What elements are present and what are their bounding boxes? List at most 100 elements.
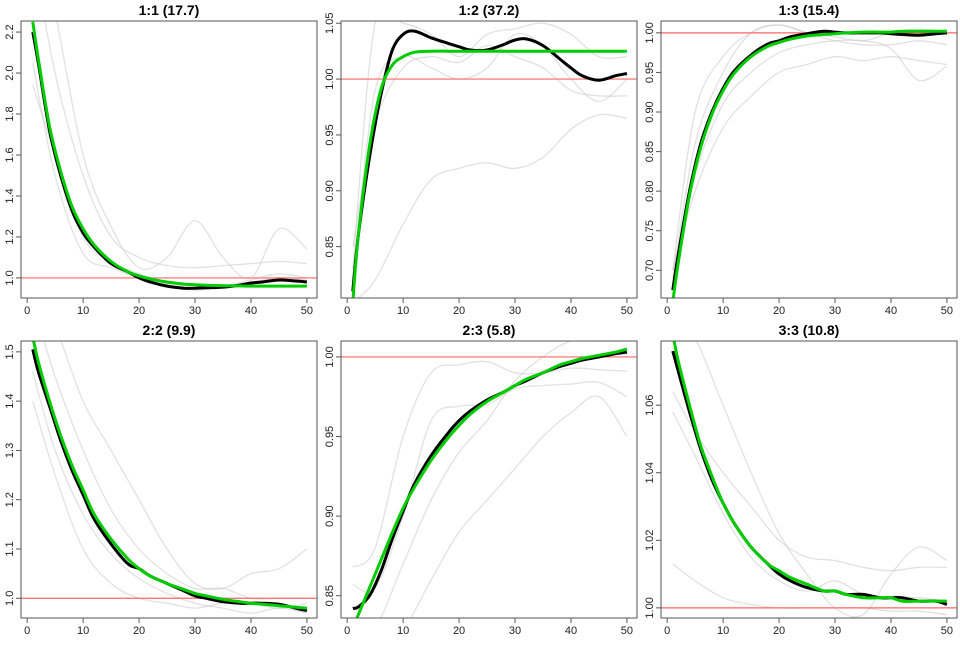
replicate-line-1 bbox=[32, 85, 307, 289]
replicate-line-3 bbox=[352, 32, 628, 281]
mean-line bbox=[671, 29, 947, 291]
x-tick-label: 0 bbox=[664, 305, 670, 317]
x-tick-label: 0 bbox=[344, 305, 350, 317]
panel-title: 1:3 (15.4) bbox=[779, 2, 840, 18]
y-tick-label: 0.85 bbox=[644, 141, 656, 162]
y-tick-label: 2.2 bbox=[4, 24, 16, 39]
x-tick-label: 50 bbox=[941, 305, 953, 317]
panel-title: 1:1 (17.7) bbox=[139, 2, 200, 18]
x-tick-label: 50 bbox=[621, 625, 633, 637]
x-tick-label: 20 bbox=[133, 625, 145, 637]
plot-frame bbox=[20, 20, 318, 299]
x-tick-label: 0 bbox=[664, 625, 670, 637]
panel-title: 3:3 (10.8) bbox=[779, 322, 840, 338]
replicate-line-2 bbox=[672, 411, 947, 602]
fit-line bbox=[355, 347, 628, 618]
x-tick-label: 10 bbox=[397, 625, 409, 637]
replicate-line-4 bbox=[695, 341, 948, 618]
y-tick-label: 1.4 bbox=[4, 188, 16, 203]
y-tick-label: 1.04 bbox=[644, 462, 656, 483]
panel-5: 2:3 (5.8) 0 10 20 30 40 50 0.85 0.90 0.95 1.00 bbox=[324, 322, 638, 637]
panel-6: 3:3 (10.8) 0 10 20 30 40 50 1.00 1.02 1.04 1.06 bbox=[644, 322, 958, 637]
panel-title: 2:3 (5.8) bbox=[463, 322, 516, 338]
replicate-line-1 bbox=[32, 400, 308, 609]
x-tick-label: 10 bbox=[717, 305, 729, 317]
x-tick-label: 40 bbox=[565, 305, 577, 317]
x-tick-label: 0 bbox=[24, 305, 30, 317]
y-tick-label: 0.95 bbox=[644, 62, 656, 83]
x-tick-label: 10 bbox=[717, 625, 729, 637]
fit-line bbox=[672, 341, 947, 603]
plot-frame bbox=[20, 340, 318, 619]
x-tick-label: 50 bbox=[621, 305, 633, 317]
y-tick-label: 1.4 bbox=[4, 393, 16, 408]
x-tick-label: 30 bbox=[829, 625, 841, 637]
y-tick-label: 2.0 bbox=[4, 65, 16, 80]
y-tick-label: 1.5 bbox=[4, 344, 16, 359]
x-tick-label: 30 bbox=[189, 625, 201, 637]
y-tick-label: 0.70 bbox=[644, 260, 656, 281]
x-tick-label: 50 bbox=[301, 305, 313, 317]
y-tick-label: 1.00 bbox=[644, 597, 656, 618]
y-tick-label: 1.8 bbox=[4, 106, 16, 121]
x-tick-label: 40 bbox=[885, 305, 897, 317]
y-tick-label: 1.00 bbox=[324, 68, 336, 89]
y-tick-label: 1.05 bbox=[324, 13, 336, 34]
panel-1: 1:1 (17.7) 0 10 20 30 40 50 1.0 1.2 1.4 1.6 1.8 2.0 2… bbox=[4, 2, 318, 317]
plot-area bbox=[661, 24, 957, 298]
y-tick-label: 0.85 bbox=[324, 585, 336, 606]
y-tick-label: 0.95 bbox=[324, 426, 336, 447]
replicate-line-1 bbox=[352, 44, 627, 247]
x-tick-label: 40 bbox=[885, 625, 897, 637]
plot-area bbox=[341, 21, 637, 298]
x-tick-label: 30 bbox=[509, 305, 521, 317]
panel-title: 2:2 (9.9) bbox=[143, 322, 196, 338]
y-tick-label: 1.0 bbox=[4, 591, 16, 606]
replicate-line-3 bbox=[43, 341, 307, 600]
y-tick-label: 1.0 bbox=[4, 270, 16, 285]
y-tick-label: 1.00 bbox=[644, 22, 656, 43]
panel-3: 1:3 (15.4) 0 10 20 30 40 50 0.70 0.75 0.80 0.85 0.9… bbox=[644, 2, 958, 317]
panel-title: 1:2 (37.2) bbox=[459, 2, 520, 18]
replicate-line-3 bbox=[672, 391, 947, 572]
x-tick-label: 0 bbox=[344, 625, 350, 637]
y-tick-label: 1.00 bbox=[324, 346, 336, 367]
replicate-line-2 bbox=[672, 39, 948, 287]
x-tick-label: 0 bbox=[24, 625, 30, 637]
plot-frame bbox=[660, 20, 958, 299]
x-tick-label: 40 bbox=[245, 305, 257, 317]
replicate-line-2 bbox=[32, 62, 308, 291]
y-tick-label: 1.2 bbox=[4, 229, 16, 244]
replicate-line-4 bbox=[672, 24, 947, 271]
fit-line bbox=[32, 341, 307, 610]
y-tick-label: 1.02 bbox=[644, 530, 656, 551]
x-tick-label: 20 bbox=[453, 305, 465, 317]
x-tick-label: 20 bbox=[453, 625, 465, 637]
plot-frame bbox=[340, 340, 638, 619]
x-tick-label: 30 bbox=[829, 305, 841, 317]
y-tick-label: 1.2 bbox=[4, 492, 16, 507]
replicate-line-1 bbox=[672, 55, 947, 271]
plot-frame bbox=[340, 20, 638, 299]
fit-line bbox=[351, 49, 627, 298]
panel-4: 2:2 (9.9) 0 10 20 30 40 50 1.0 1.1 1.2 1.3 1.4 1.5 bbox=[4, 322, 318, 637]
mean-line bbox=[351, 29, 628, 292]
y-tick-label: 0.90 bbox=[644, 101, 656, 122]
replicate-line-2 bbox=[357, 113, 628, 298]
fit-line bbox=[671, 29, 947, 298]
mean-line bbox=[352, 350, 628, 610]
y-tick-label: 0.90 bbox=[324, 505, 336, 526]
x-tick-label: 20 bbox=[773, 625, 785, 637]
y-tick-label: 1.6 bbox=[4, 147, 16, 162]
y-tick-label: 1.1 bbox=[4, 541, 16, 556]
replicate-line-2 bbox=[32, 371, 308, 614]
fit-line bbox=[31, 21, 307, 288]
replicate-line-3 bbox=[44, 21, 307, 269]
panel-2: 1:2 (37.2) 0 10 20 30 40 50 0.85 0.90 0.95 1.00 1.0… bbox=[324, 2, 638, 317]
plot-area bbox=[21, 21, 317, 291]
replicate-line-3 bbox=[409, 395, 628, 618]
y-tick-label: 0.75 bbox=[644, 220, 656, 241]
replicate-line-1 bbox=[352, 360, 627, 568]
x-tick-label: 10 bbox=[77, 305, 89, 317]
x-tick-label: 30 bbox=[509, 625, 521, 637]
